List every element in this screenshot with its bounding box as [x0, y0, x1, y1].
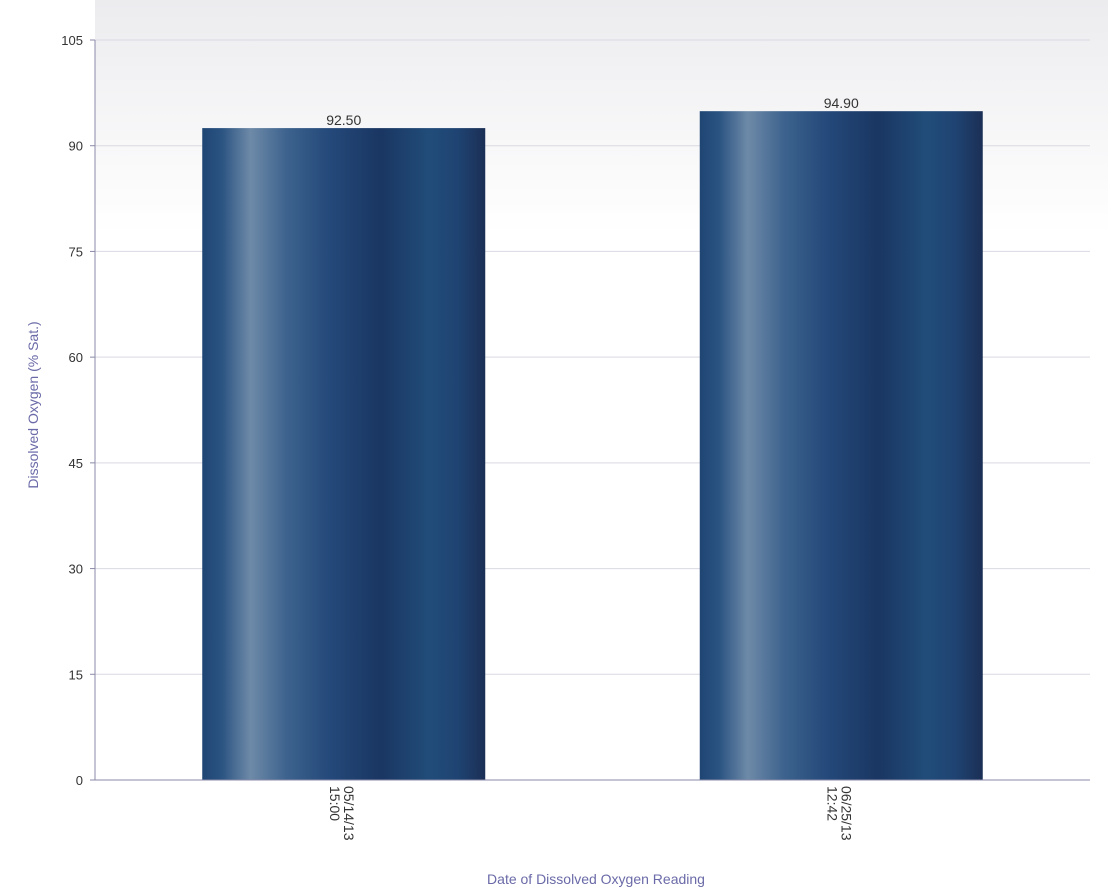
y-tick-label: 45 [69, 456, 83, 471]
y-tick-label: 0 [76, 773, 83, 788]
y-tick-label: 60 [69, 350, 83, 365]
y-axis-title: Dissolved Oxygen (% Sat.) [25, 321, 41, 488]
bar [699, 111, 983, 780]
y-tick-label: 15 [69, 667, 83, 682]
x-axis-title: Date of Dissolved Oxygen Reading [487, 871, 705, 887]
bars [202, 111, 983, 781]
bar-value-label: 92.50 [326, 112, 361, 128]
y-tick-labels: 0 15 30 45 60 75 90 105 [61, 33, 83, 788]
x-tick-label-date: 05/14/13 [341, 786, 357, 841]
data-labels: 92.50 94.90 [326, 95, 859, 128]
y-tick-label: 75 [69, 244, 83, 259]
bar-value-label: 94.90 [824, 95, 859, 111]
y-tick-label: 105 [61, 33, 83, 48]
x-tick-label-time: 12:42 [824, 786, 840, 821]
y-tick-label: 90 [69, 139, 83, 154]
x-tick-label-time: 15:00 [327, 786, 343, 821]
y-tick-label: 30 [69, 562, 83, 577]
bar [202, 128, 486, 781]
x-tick-label-date: 06/25/13 [838, 786, 854, 841]
